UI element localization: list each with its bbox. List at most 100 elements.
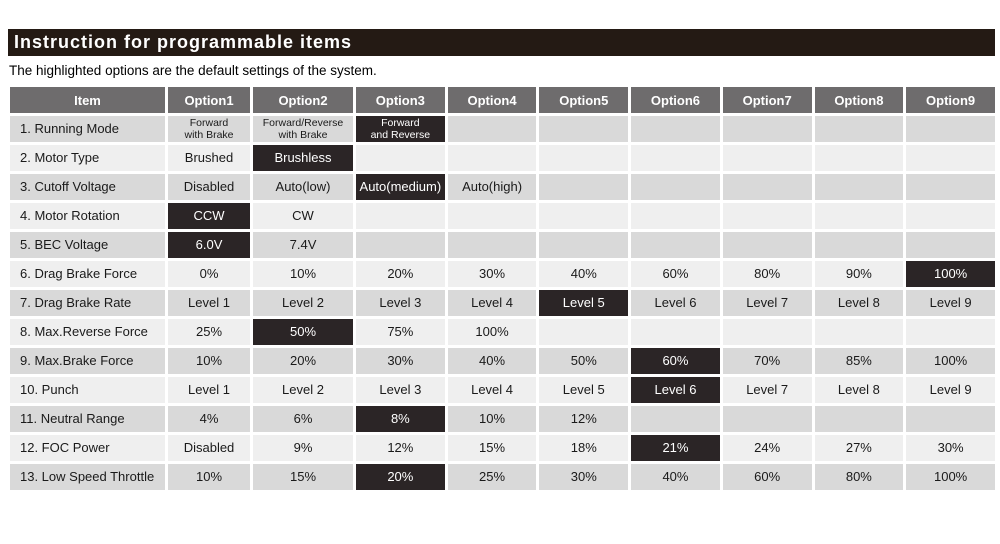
option-cell: Level 2 (253, 290, 353, 316)
option-cell (906, 319, 995, 345)
option-cell: 60% (631, 261, 720, 287)
option-cell-default: CCW (168, 203, 250, 229)
option-cell: 10% (447, 406, 537, 432)
option-cell (906, 203, 995, 229)
option-cell: 40% (631, 464, 720, 490)
table-row: 6. Drag Brake Force 0% 10% 20% 30% 40% 60% 80% 9… (10, 261, 995, 287)
item-cell: 4. Motor Rotation (10, 203, 165, 229)
option-cell: 60% (722, 464, 812, 490)
item-cell: 11. Neutral Range (10, 406, 165, 432)
option-cell (631, 145, 720, 171)
option-cell: 27% (814, 435, 904, 461)
option-cell (722, 406, 812, 432)
option-cell: 9% (253, 435, 353, 461)
option-cell: 18% (539, 435, 629, 461)
table-row: 1. Running Mode Forward with Brake Forward… (10, 116, 995, 142)
item-cell: 5. BEC Voltage (10, 232, 165, 258)
option-cell: Level 9 (906, 377, 995, 403)
option-cell: Level 1 (168, 290, 250, 316)
item-column-header: Item (10, 87, 165, 113)
option-cell-default: 21% (631, 435, 720, 461)
option-cell (722, 145, 812, 171)
table-header-row: Item Option1 Option2 Option3 Option4 Option5 O… (10, 87, 995, 113)
option-cell (722, 203, 812, 229)
option-column-header: Option7 (722, 87, 812, 113)
option-cell: 100% (906, 464, 995, 490)
table-row: 12. FOC Power Disabled 9% 12% 15% 18% 21% 24% 27… (10, 435, 995, 461)
option-cell (814, 406, 904, 432)
table-row: 2. Motor Type Brushed Brushless (10, 145, 995, 171)
option-cell-default: Auto(medium) (356, 174, 445, 200)
option-cell: 24% (722, 435, 812, 461)
option-cell: 20% (356, 261, 445, 287)
option-cell: 10% (168, 464, 250, 490)
option-cell (539, 203, 629, 229)
table-row: 5. BEC Voltage 6.0V 7.4V (10, 232, 995, 258)
option-cell (906, 232, 995, 258)
table-row: 4. Motor Rotation CCW CW (10, 203, 995, 229)
option-cell: 85% (814, 348, 904, 374)
option-cell: 10% (253, 261, 353, 287)
option-cell (539, 319, 629, 345)
option-cell (814, 203, 904, 229)
option-cell: Auto(high) (447, 174, 537, 200)
item-cell: 10. Punch (10, 377, 165, 403)
item-cell: 13. Low Speed Throttle (10, 464, 165, 490)
option-cell: Level 8 (814, 290, 904, 316)
table-row: 13. Low Speed Throttle 10% 15% 20% 25% 30% 40%… (10, 464, 995, 490)
option-cell-default: Level 5 (539, 290, 629, 316)
option-cell: 40% (447, 348, 537, 374)
option-cell (447, 116, 537, 142)
option-cell: Level 5 (539, 377, 629, 403)
option-cell: Level 1 (168, 377, 250, 403)
option-cell: 6% (253, 406, 353, 432)
option-cell: CW (253, 203, 353, 229)
option-cell (722, 232, 812, 258)
option-column-header: Option5 (539, 87, 629, 113)
option-cell: 90% (814, 261, 904, 287)
item-cell: 1. Running Mode (10, 116, 165, 142)
option-cell: Disabled (168, 435, 250, 461)
option-cell: 7.4V (253, 232, 353, 258)
option-cell: 80% (814, 464, 904, 490)
option-column-header: Option9 (906, 87, 995, 113)
option-cell: 75% (356, 319, 445, 345)
option-cell (539, 174, 629, 200)
option-cell (722, 116, 812, 142)
option-cell (814, 116, 904, 142)
option-cell: 30% (539, 464, 629, 490)
item-cell: 6. Drag Brake Force (10, 261, 165, 287)
option-cell: 30% (906, 435, 995, 461)
option-column-header: Option3 (356, 87, 445, 113)
option-column-header: Option8 (814, 87, 904, 113)
option-cell-default: 100% (906, 261, 995, 287)
option-cell: 25% (447, 464, 537, 490)
table-row: 11. Neutral Range 4% 6% 8% 10% 12% (10, 406, 995, 432)
option-cell: 40% (539, 261, 629, 287)
option-cell: 30% (356, 348, 445, 374)
option-cell: 10% (168, 348, 250, 374)
option-cell (356, 203, 445, 229)
option-cell (722, 174, 812, 200)
item-cell: 2. Motor Type (10, 145, 165, 171)
option-cell: Level 7 (722, 377, 812, 403)
option-cell: 15% (447, 435, 537, 461)
option-cell-default: Level 6 (631, 377, 720, 403)
option-cell (814, 319, 904, 345)
option-cell: Level 6 (631, 290, 720, 316)
option-cell: 80% (722, 261, 812, 287)
option-cell (906, 116, 995, 142)
option-cell (631, 174, 720, 200)
option-cell: Level 8 (814, 377, 904, 403)
option-cell (631, 232, 720, 258)
option-cell (631, 203, 720, 229)
option-cell (356, 232, 445, 258)
option-cell (539, 145, 629, 171)
option-cell (447, 203, 537, 229)
item-cell: 8. Max.Reverse Force (10, 319, 165, 345)
item-cell: 12. FOC Power (10, 435, 165, 461)
option-cell-default: 20% (356, 464, 445, 490)
option-cell (814, 174, 904, 200)
option-cell: 100% (906, 348, 995, 374)
